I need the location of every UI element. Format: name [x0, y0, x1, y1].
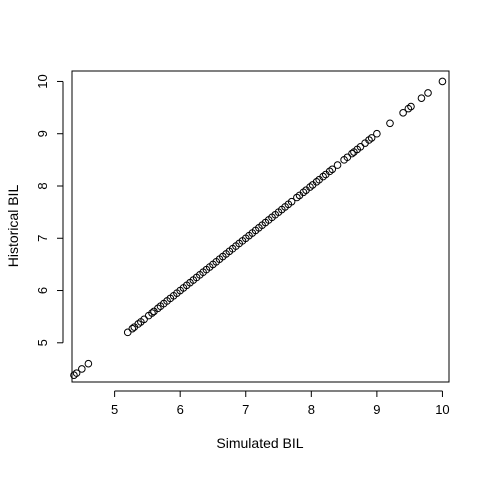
data-points [70, 77, 447, 380]
data-point [293, 193, 301, 202]
data-point [373, 129, 381, 138]
data-point [325, 167, 334, 176]
x-tick-label: 6 [177, 402, 184, 417]
data-point [356, 142, 365, 151]
data-point [333, 161, 342, 169]
x-tick-label: 5 [111, 402, 118, 417]
data-point [328, 165, 337, 174]
y-axis: 5 6 7 8 9 10 [35, 74, 64, 346]
y-tick-label: 9 [35, 130, 50, 137]
data-point [367, 134, 376, 142]
data-point [70, 371, 78, 380]
data-point [154, 304, 162, 313]
data-point [134, 320, 143, 328]
y-tick-label: 5 [35, 339, 50, 346]
data-point [348, 149, 356, 158]
x-tick-label: 8 [308, 402, 315, 417]
data-point [404, 104, 413, 113]
data-point [438, 77, 447, 86]
data-point [312, 178, 321, 186]
data-point [365, 136, 373, 144]
x-tick-label: 10 [435, 402, 449, 417]
data-point [84, 359, 93, 368]
x-tick-label: 7 [242, 402, 249, 417]
x-axis-label: Simulated BIL [216, 435, 303, 451]
data-point [140, 315, 148, 324]
plot-frame [71, 70, 450, 383]
data-point [386, 119, 394, 128]
data-point [123, 328, 132, 337]
data-point [306, 183, 314, 191]
data-point [319, 172, 327, 181]
data-point [128, 324, 137, 333]
y-axis-label: Historical BIL [5, 185, 21, 268]
y-tick-label: 10 [35, 74, 50, 88]
data-point [148, 309, 156, 317]
data-point [407, 102, 415, 111]
data-point [78, 365, 86, 373]
data-point [343, 153, 352, 162]
x-axis: 5 6 7 8 9 10 [111, 390, 450, 417]
data-point [417, 94, 426, 102]
data-point [299, 188, 308, 197]
y-tick-label: 7 [35, 235, 50, 242]
y-tick-label: 8 [35, 182, 50, 189]
data-point [72, 369, 81, 377]
data-point [287, 197, 296, 206]
data-point [399, 109, 407, 117]
x-tick-label: 9 [373, 402, 380, 417]
y-tick-label: 6 [35, 287, 50, 294]
data-point [424, 89, 432, 97]
